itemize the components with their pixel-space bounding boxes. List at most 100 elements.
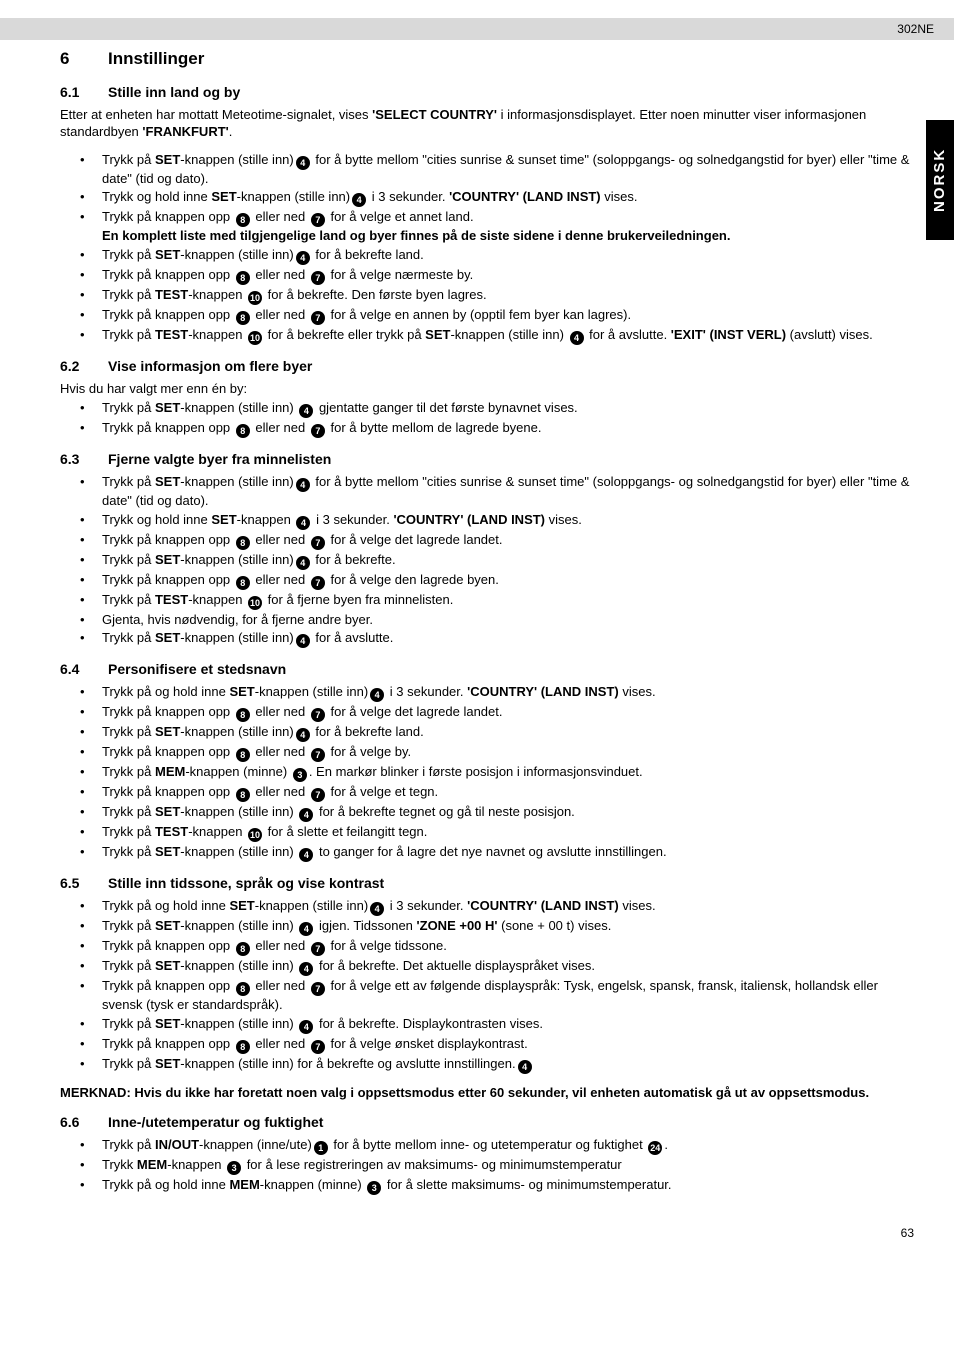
- ref-icon: 8: [236, 271, 250, 285]
- text: for å bekrefte land.: [312, 247, 424, 262]
- text: for å velge nærmeste by.: [327, 267, 473, 282]
- bullet-list: Trykk på SET -knappen (stille inn) 4 for å…: [80, 473, 914, 648]
- text: for å velge ønsket displaykontrast.: [327, 1036, 528, 1051]
- list-item: Trykk på SET-knappen (stille inn) 4 gjen…: [80, 399, 914, 418]
- text: for å bekrefte tegnet og gå til neste po…: [315, 804, 574, 819]
- ref-icon: 7: [311, 942, 325, 956]
- text: -knappen (stille inn): [180, 247, 293, 262]
- text: Trykk på: [102, 552, 155, 567]
- text-bold: SET: [155, 152, 180, 167]
- text: i 3 sekunder.: [312, 512, 393, 527]
- list-item: Trykk på SET-knappen (stille inn) for å …: [80, 1055, 914, 1074]
- text: Trykk og hold inne: [102, 189, 211, 204]
- text: Trykk på knappen opp: [102, 209, 234, 224]
- text: -knappen: [188, 592, 246, 607]
- text: Trykk på knappen opp: [102, 744, 234, 759]
- section-heading: 6Innstillinger: [60, 48, 914, 71]
- ref-icon: 7: [311, 708, 325, 722]
- subsection-6-5: 6.5Stille inn tidssone, språk og vise ko…: [60, 874, 914, 893]
- text-bold: SET: [155, 804, 180, 819]
- text: Trykk på knappen opp: [102, 784, 234, 799]
- text: igjen. Tidssonen: [315, 918, 416, 933]
- ref-icon: 4: [299, 962, 313, 976]
- text-bold: 'COUNTRY' (LAND INST): [449, 189, 601, 204]
- ref-icon: 3: [227, 1161, 241, 1175]
- bullet-list: Trykk på og hold inne SET-knappen (still…: [80, 897, 914, 1074]
- text: Trykk på og hold inne: [102, 1177, 229, 1192]
- list-item: Trykk på TEST-knappen 10 for å slette et…: [80, 823, 914, 842]
- text-bold: SET: [155, 247, 180, 262]
- ref-icon: 8: [236, 213, 250, 227]
- text-bold: SET: [229, 898, 254, 913]
- ref-icon: 4: [370, 902, 384, 916]
- language-tab: NORSK: [926, 120, 954, 240]
- text: for å bekrefte. Den første byen lagres.: [264, 287, 487, 302]
- ref-icon: 4: [352, 193, 366, 207]
- text: eller ned: [252, 420, 309, 435]
- text: Trykk på knappen opp: [102, 704, 234, 719]
- ref-icon: 8: [236, 536, 250, 550]
- text: Trykk på knappen opp: [102, 938, 234, 953]
- bullet-list: Trykk på IN/OUT-knappen (inne/ute)1 for …: [80, 1136, 914, 1195]
- text-bold: TEST: [155, 824, 188, 839]
- list-item: Trykk på knappen opp 8 eller ned 7 for å…: [80, 743, 914, 762]
- text: Trykk på: [102, 764, 155, 779]
- ref-icon: 4: [296, 556, 310, 570]
- text: for å velge tidssone.: [327, 938, 447, 953]
- subsection-number: 6.3: [60, 450, 108, 469]
- text: -knappen (stille inn): [180, 724, 293, 739]
- text: vises.: [545, 512, 582, 527]
- text: eller ned: [252, 784, 309, 799]
- text: Trykk på: [102, 824, 155, 839]
- text: -knappen (stille inn): [180, 152, 293, 167]
- ref-icon: 8: [236, 708, 250, 722]
- ref-icon: 7: [311, 982, 325, 996]
- text: for å slette et feilangitt tegn.: [264, 824, 427, 839]
- ref-icon: 7: [311, 748, 325, 762]
- text: eller ned: [252, 532, 309, 547]
- text: -knappen: [237, 512, 295, 527]
- text: Trykk på og hold inne: [102, 684, 229, 699]
- text-bold: 'ZONE +00 H': [417, 918, 498, 933]
- note-paragraph: MERKNAD: Hvis du ikke har foretatt noen …: [60, 1084, 914, 1102]
- text: eller ned: [252, 978, 309, 993]
- ref-icon: 4: [518, 1060, 532, 1074]
- ref-icon: 10: [248, 596, 262, 610]
- text-bold: SET: [425, 327, 450, 342]
- text-bold: 'FRANKFURT': [142, 124, 228, 139]
- text: Trykk på knappen opp: [102, 420, 234, 435]
- text: -knappen (stille inn): [450, 327, 567, 342]
- text: -knappen (stille inn): [255, 684, 368, 699]
- text: for å velge det lagrede landet.: [327, 704, 503, 719]
- text: for å avslutte.: [312, 630, 394, 645]
- text: for å velge et tegn.: [327, 784, 438, 799]
- text-bold: SET: [229, 684, 254, 699]
- text: Trykk og hold inne: [102, 512, 211, 527]
- text-bold: SET: [211, 512, 236, 527]
- text: for å bekrefte land.: [312, 724, 424, 739]
- section-title: Innstillinger: [108, 49, 204, 68]
- text: for å bekrefte. Det aktuelle displaysprå…: [315, 958, 595, 973]
- bullet-list: Trykk på SET-knappen (stille inn)4 for å…: [80, 151, 914, 345]
- ref-icon: 24: [648, 1141, 662, 1155]
- text-bold: SET: [155, 1016, 180, 1031]
- text: -knappen (stille inn): [180, 474, 293, 489]
- text: Trykk på knappen opp: [102, 532, 234, 547]
- text: Etter at enheten har mottatt Meteotime-s…: [60, 107, 372, 122]
- text: vises.: [619, 898, 656, 913]
- subsection-6-2: 6.2Vise informasjon om flere byer: [60, 357, 914, 376]
- text: eller ned: [252, 307, 309, 322]
- text: eller ned: [252, 572, 309, 587]
- page: 302NE NORSK 6Innstillinger 6.1Stille inn…: [0, 0, 954, 1271]
- ref-icon: 1: [314, 1141, 328, 1155]
- text: -knappen (stille inn): [180, 844, 297, 859]
- ref-icon: 8: [236, 311, 250, 325]
- text: -knappen (stille inn): [180, 400, 297, 415]
- text: Trykk på: [102, 958, 155, 973]
- subsection-title: Personifisere et stedsnavn: [108, 661, 286, 677]
- list-item: Trykk på TEST-knappen 10 for å fjerne by…: [80, 591, 914, 610]
- subsection-number: 6.1: [60, 83, 108, 102]
- ref-icon: 4: [299, 922, 313, 936]
- ref-icon: 7: [311, 576, 325, 590]
- text-bold: SET: [155, 1056, 180, 1071]
